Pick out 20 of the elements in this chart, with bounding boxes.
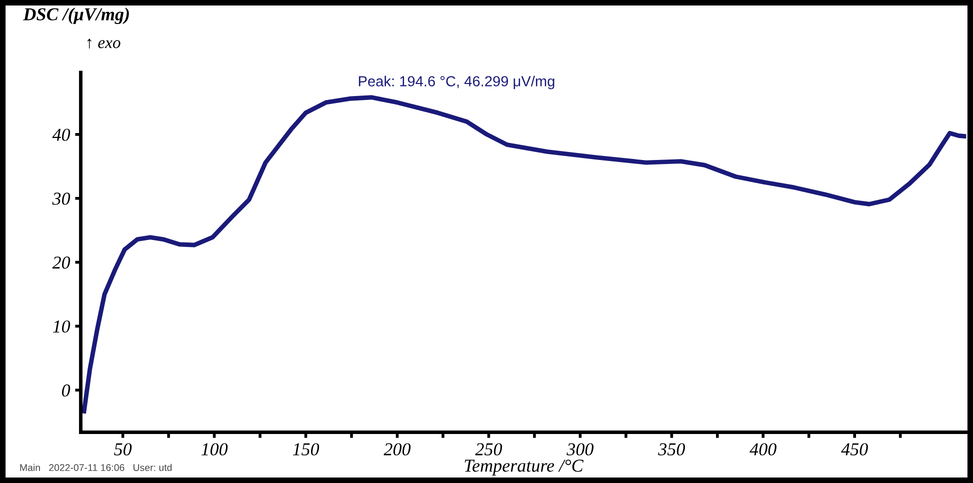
x-tick-label: 50 [114, 443, 132, 456]
x-tick-label: 250 [475, 443, 502, 456]
x-tick-label: 300 [566, 443, 594, 456]
y-tick-label: 40 [52, 128, 70, 141]
annotation: Peak: 194.6 °C, 46.299 μV/mg [358, 76, 554, 90]
y-tick-label: 30 [52, 192, 70, 205]
x-tick-label: 450 [841, 443, 868, 456]
text: ↑ exo [87, 38, 120, 49]
x-tick-label: 100 [201, 443, 228, 456]
y-tick-label: 10 [52, 320, 70, 333]
x-axis-title: Temperature /°C [464, 460, 584, 476]
y-tick-label: 0 [62, 384, 70, 397]
y-axis-title: DSC /(μV/mg) [23, 8, 129, 24]
x-tick-label: 400 [750, 443, 776, 456]
line-series [82, 95, 966, 414]
text: Main 2022-07-11 16:06 User: utd [20, 464, 172, 472]
x-tick-label: 200 [384, 443, 411, 456]
x-tick-label: 150 [292, 443, 320, 456]
y-tick-label: 20 [52, 256, 70, 269]
x-tick-label: 350 [658, 443, 685, 456]
